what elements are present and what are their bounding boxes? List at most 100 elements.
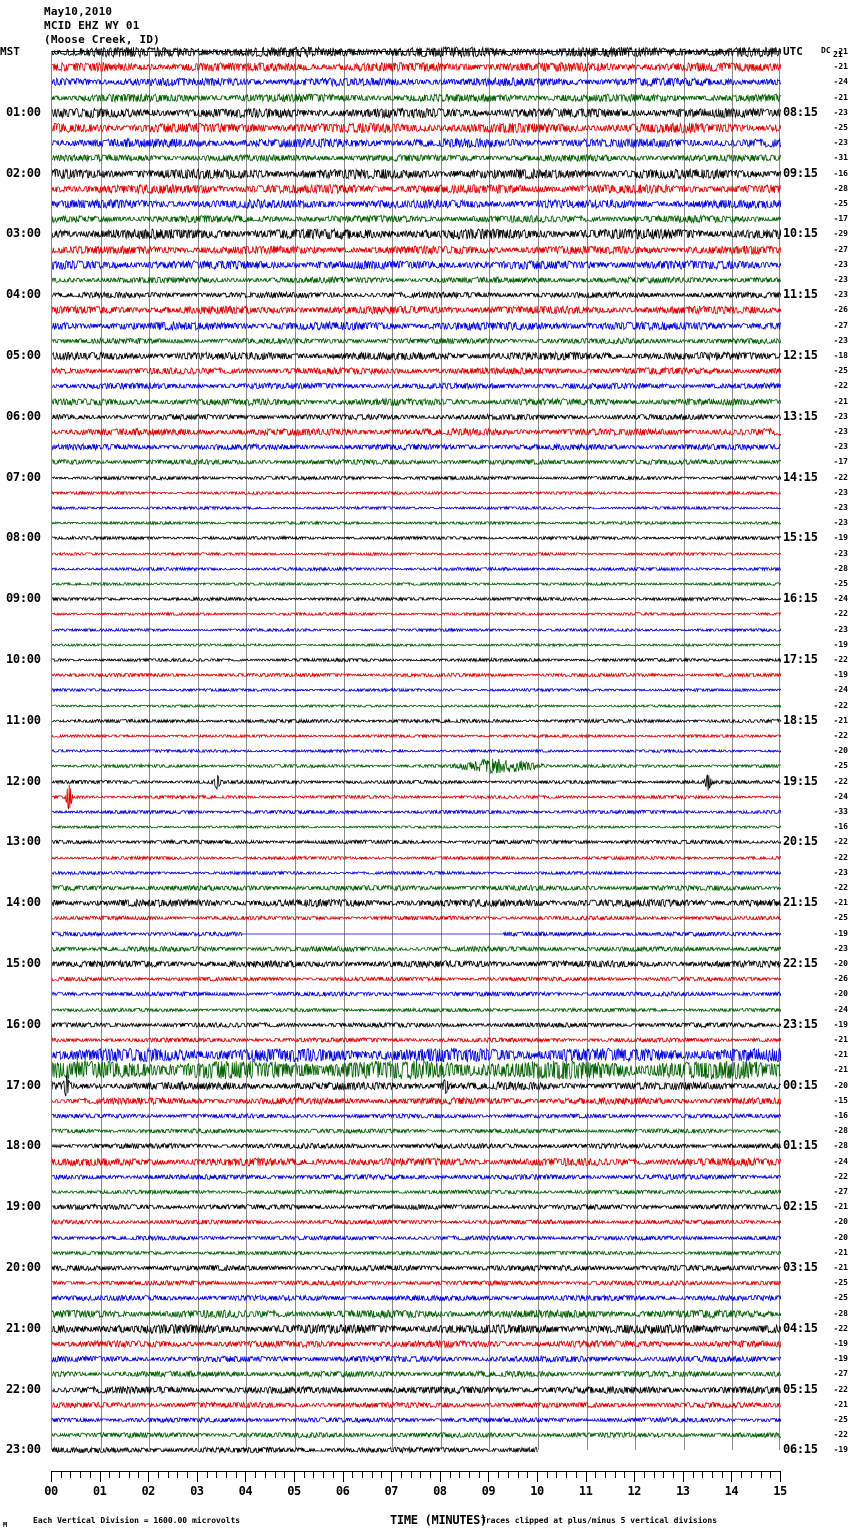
seismic-trace bbox=[52, 508, 781, 538]
seismic-trace bbox=[52, 797, 781, 827]
dc-value: -24 bbox=[833, 685, 848, 695]
x-tick-minor bbox=[187, 1471, 189, 1478]
seismic-trace bbox=[52, 736, 781, 766]
dc-value: -23 bbox=[833, 503, 848, 512]
x-tick-label: 05 bbox=[287, 1484, 301, 1498]
dc-value: -22 bbox=[833, 1430, 848, 1440]
dc-value: -22 bbox=[833, 655, 848, 664]
dc-value: -19 bbox=[833, 928, 848, 938]
dc-value: -25 bbox=[833, 123, 848, 132]
dc-value: -22 bbox=[833, 1323, 848, 1333]
x-tick-minor bbox=[274, 1471, 276, 1478]
seismic-trace bbox=[52, 843, 781, 873]
x-tick-major bbox=[585, 1471, 587, 1482]
dc-value: -25 bbox=[833, 913, 848, 923]
x-tick-major bbox=[634, 1471, 636, 1482]
mst-hour-label: 05:00 bbox=[6, 348, 41, 362]
seismic-trace bbox=[52, 341, 781, 371]
grid-line-minute-04 bbox=[246, 52, 248, 1450]
dc-value: -23 bbox=[833, 548, 848, 558]
seismic-trace bbox=[52, 995, 781, 1025]
dc-value: -22 bbox=[833, 1171, 848, 1181]
x-tick-minor bbox=[673, 1471, 675, 1478]
seismic-trace bbox=[52, 250, 781, 280]
seismic-trace bbox=[52, 113, 781, 143]
utc-hour-label: 02:15 bbox=[783, 1199, 818, 1214]
seismic-trace bbox=[52, 767, 781, 797]
seismic-trace bbox=[52, 782, 781, 812]
dc-value: -21 bbox=[833, 47, 848, 56]
utc-hour-label: 09:15 bbox=[783, 165, 818, 180]
x-tick-major bbox=[439, 1471, 441, 1482]
utc-hour-label: 16:15 bbox=[783, 591, 818, 606]
dc-value: -20 bbox=[833, 1080, 848, 1090]
x-tick-minor bbox=[381, 1471, 383, 1478]
dc-value: -21 bbox=[833, 1065, 848, 1075]
dc-value: -23 bbox=[833, 275, 848, 284]
x-tick-minor bbox=[575, 1471, 577, 1478]
seismic-trace bbox=[52, 402, 781, 432]
mst-hour-label: 14:00 bbox=[6, 895, 41, 910]
dc-value: -21 bbox=[833, 898, 848, 908]
seismic-trace bbox=[52, 1177, 781, 1207]
seismic-trace bbox=[52, 1375, 781, 1405]
seismic-trace bbox=[52, 675, 781, 705]
seismic-trace bbox=[52, 387, 781, 417]
x-tick-major bbox=[148, 1471, 150, 1482]
dc-value: -26 bbox=[833, 974, 848, 984]
x-tick-minor bbox=[167, 1471, 169, 1478]
x-tick-minor bbox=[721, 1471, 723, 1478]
dc-value: -23 bbox=[833, 867, 848, 877]
utc-hour-label: 06:15 bbox=[783, 1442, 818, 1457]
x-tick-label: 01 bbox=[92, 1484, 107, 1498]
dc-value: -21 bbox=[833, 1263, 848, 1272]
helicorder-plot[interactable] bbox=[51, 45, 781, 1455]
mst-hour-label: 16:00 bbox=[6, 1016, 41, 1031]
utc-hour-label: 15:15 bbox=[783, 530, 818, 545]
utc-hour-label: 17:15 bbox=[783, 652, 818, 666]
mst-hour-label: 06:00 bbox=[6, 408, 41, 423]
mst-hour-label: 15:00 bbox=[6, 956, 41, 970]
x-tick-major bbox=[780, 1471, 781, 1482]
seismic-trace bbox=[52, 83, 781, 113]
seismic-trace bbox=[52, 599, 781, 629]
seismic-trace bbox=[52, 1040, 781, 1070]
dc-value: -19 bbox=[833, 1019, 848, 1029]
dc-value: -22 bbox=[833, 852, 848, 862]
x-tick-minor bbox=[643, 1471, 645, 1478]
seismic-trace bbox=[52, 52, 781, 82]
seismic-trace bbox=[52, 1010, 781, 1040]
dc-value: -16 bbox=[833, 168, 848, 178]
x-tick-label: 08 bbox=[433, 1484, 447, 1498]
seismic-trace bbox=[52, 949, 781, 979]
dc-value: -19 bbox=[833, 533, 848, 543]
seismic-trace bbox=[52, 919, 781, 949]
seismic-trace bbox=[52, 554, 781, 584]
x-tick-minor bbox=[546, 1471, 548, 1478]
dc-value: -22 bbox=[833, 1384, 848, 1394]
x-tick-minor bbox=[750, 1471, 752, 1478]
x-tick-major bbox=[294, 1471, 295, 1482]
x-tick-minor bbox=[760, 1471, 762, 1478]
seismic-trace bbox=[52, 265, 781, 295]
dc-value: -19 bbox=[833, 670, 848, 680]
x-tick-minor bbox=[323, 1471, 325, 1478]
dc-value: -24 bbox=[833, 791, 848, 801]
dc-value: -17 bbox=[833, 457, 848, 467]
dc-value: -19 bbox=[833, 1339, 848, 1348]
seismic-trace bbox=[52, 858, 781, 888]
x-tick-label: 07 bbox=[384, 1484, 398, 1498]
x-tick-label: 15 bbox=[773, 1484, 787, 1498]
utc-hour-label: 03:15 bbox=[783, 1260, 818, 1274]
dc-value: -19 bbox=[833, 1445, 848, 1455]
seismic-trace bbox=[52, 67, 781, 97]
seismic-trace bbox=[52, 1147, 781, 1177]
dc-value: -22 bbox=[833, 381, 848, 391]
x-tick-major bbox=[99, 1471, 101, 1482]
dc-value: -22 bbox=[833, 731, 848, 740]
seismic-trace bbox=[52, 1207, 781, 1237]
x-tick-minor bbox=[225, 1471, 227, 1478]
x-tick-label: 09 bbox=[481, 1484, 496, 1498]
seismic-trace bbox=[52, 1192, 781, 1222]
dc-value: -23 bbox=[833, 107, 848, 117]
